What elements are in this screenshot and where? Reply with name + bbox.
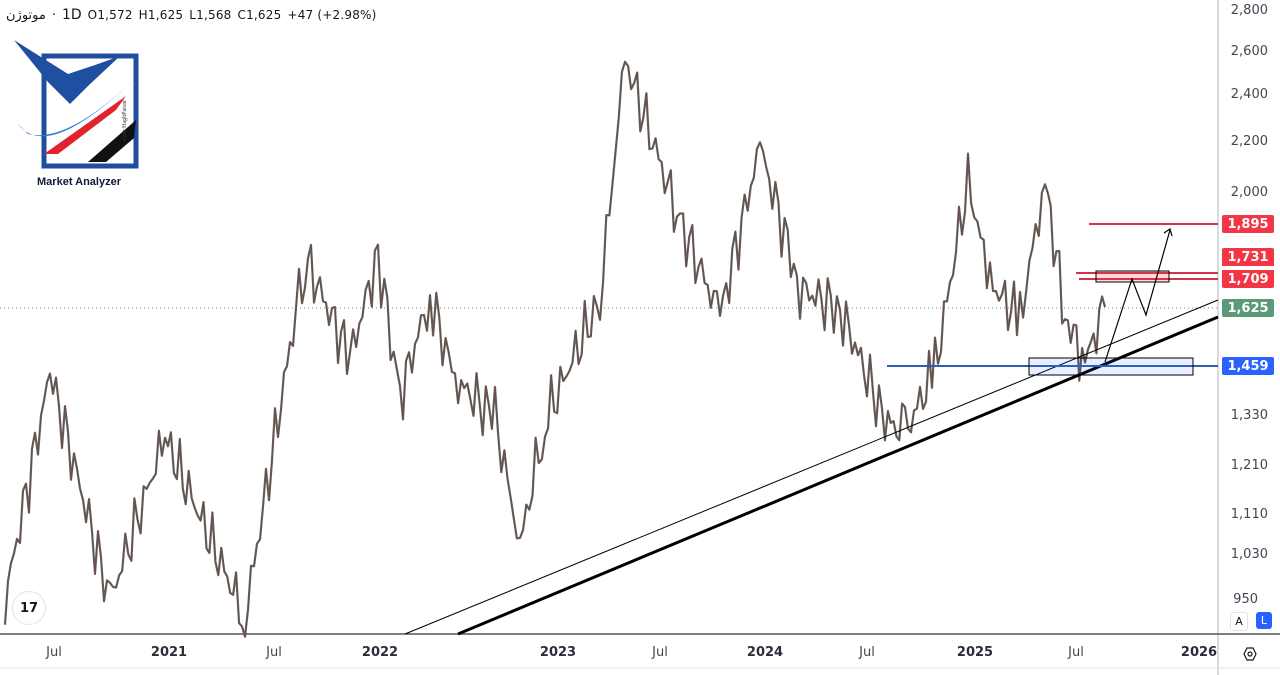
auto-scale-button[interactable]: A — [1230, 612, 1248, 631]
time-label: 2021 — [150, 645, 188, 660]
time-label: Jul — [652, 645, 668, 660]
trendline-thin — [404, 299, 1219, 635]
legend-separator: · — [51, 7, 56, 23]
trendline-thick — [457, 315, 1219, 636]
price-tick: 1,110 — [1230, 507, 1268, 522]
time-label: Jul — [266, 645, 282, 660]
open-value: O1,572 — [87, 8, 133, 22]
price-series — [3, 60, 1107, 638]
last-price-tag[interactable]: 1,625 — [1222, 299, 1274, 317]
price-tick: 1,330 — [1230, 408, 1268, 423]
time-label: Jul — [46, 645, 62, 660]
time-label: 2022 — [361, 645, 399, 660]
time-label: 2026 — [1180, 645, 1218, 660]
price-tick: 1,030 — [1230, 547, 1268, 562]
price-tick: 1,210 — [1230, 458, 1268, 473]
price-tick: 2,800 — [1230, 3, 1268, 18]
symbol-name[interactable]: موتوژن — [6, 7, 46, 23]
price-tick: 950 — [1233, 592, 1258, 607]
time-label: 2025 — [956, 645, 994, 660]
projection-path[interactable] — [1104, 229, 1171, 363]
time-label: 2024 — [746, 645, 784, 660]
logo-text: Market Analyzer — [37, 176, 121, 188]
price-tag-1895[interactable]: 1,895 — [1222, 215, 1274, 233]
price-tag-1459[interactable]: 1,459 — [1222, 357, 1274, 375]
change-value: +47 (+2.98%) — [287, 8, 377, 22]
price-tick: 2,400 — [1230, 87, 1268, 102]
eagle-logo-icon: Amir HaghParast — [14, 40, 140, 169]
resistance-zone-box[interactable] — [1095, 270, 1170, 283]
low-value: L1,568 — [189, 8, 232, 22]
price-tick: 2,600 — [1230, 44, 1268, 59]
close-value: C1,625 — [237, 8, 282, 22]
time-label: Jul — [1068, 645, 1084, 660]
settings-gear-icon[interactable] — [1243, 647, 1257, 661]
projection-arrow-head-icon — [1163, 228, 1173, 237]
tradingview-logo-badge[interactable]: 17 — [12, 591, 46, 625]
symbol-legend[interactable]: موتوژن · 1D O1,572 H1,625 L1,568 C1,625 … — [6, 5, 377, 25]
price-tick: 2,200 — [1230, 134, 1268, 149]
time-label: 2023 — [539, 645, 577, 660]
log-scale-button[interactable]: L — [1256, 612, 1272, 629]
timeframe-label[interactable]: 1D — [61, 7, 82, 23]
support-zone-box[interactable] — [1028, 357, 1194, 376]
time-label: Jul — [859, 645, 875, 660]
high-value: H1,625 — [138, 8, 184, 22]
market-analyzer-logo: Amir HaghParast Market Analyzer — [8, 34, 150, 194]
price-tick: 2,000 — [1230, 185, 1268, 200]
svg-text:Amir HaghParast: Amir HaghParast — [122, 100, 128, 142]
price-tag-1709[interactable]: 1,709 — [1222, 270, 1274, 288]
price-tag-1731[interactable]: 1,731 — [1222, 248, 1274, 266]
